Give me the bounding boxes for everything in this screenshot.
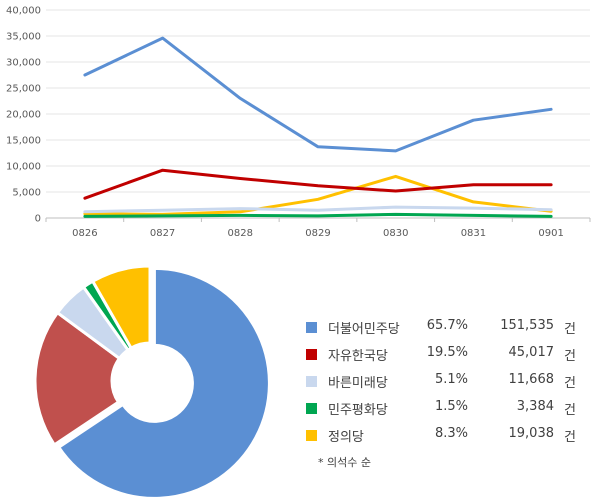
x-tick-label: 0827 — [150, 228, 175, 239]
pie-slice — [33, 311, 121, 447]
legend-party-name: 바른미래당 — [328, 376, 388, 391]
legend-swatch — [306, 430, 317, 441]
x-tick-label: 0830 — [383, 228, 408, 239]
y-tick-label: 0 — [35, 214, 41, 225]
legend-party-name: 민주평화당 — [328, 403, 388, 418]
series-line — [83, 212, 553, 218]
legend-swatch — [306, 349, 317, 360]
legend-unit: 건 — [564, 430, 576, 445]
legend-swatch — [306, 322, 317, 333]
legend-party-name: 정의당 — [328, 430, 364, 445]
legend-percent: 1.5% — [434, 399, 468, 414]
legend-row-1: 더불어민주당 65.7% 151,535 건 — [306, 314, 596, 341]
legend-row-5: 정의당 8.3% 19,038 건 — [306, 422, 596, 449]
legend-party-name: 더불어민주당 — [328, 322, 400, 337]
legend-row-2: 자유한국당 19.5% 45,017 건 — [306, 341, 596, 368]
legend-party-name: 자유한국당 — [328, 349, 388, 364]
pie-slice — [57, 266, 271, 499]
x-tick-label: 0826 — [72, 228, 97, 239]
series-line — [83, 168, 553, 200]
pie-slice — [91, 264, 152, 350]
legend-unit: 건 — [564, 322, 576, 337]
legend-swatch — [306, 403, 317, 414]
x-tick-label: 0901 — [538, 228, 563, 239]
legend-count: 19,038 — [508, 426, 555, 441]
y-tick-label: 10,000 — [6, 162, 41, 173]
legend-percent: 19.5% — [426, 345, 468, 360]
legend-count: 45,017 — [508, 345, 555, 360]
legend-count: 151,535 — [500, 318, 554, 333]
x-tick-label: 0828 — [228, 228, 253, 239]
legend-percent: 5.1% — [434, 372, 468, 387]
legend-row-4: 민주평화당 1.5% 3,384 건 — [306, 395, 596, 422]
legend-unit: 건 — [564, 403, 576, 418]
legend-row-3: 바른미래당 5.1% 11,668 건 — [306, 368, 596, 395]
legend-count: 11,668 — [508, 372, 555, 387]
legend-unit: 건 — [564, 376, 576, 391]
pie-legend: 더불어민주당 65.7% 151,535 건 자유한국당 19.5% 45,01… — [306, 314, 596, 449]
series-line — [83, 205, 553, 214]
series-line — [83, 36, 553, 153]
y-tick-label: 20,000 — [6, 110, 41, 121]
sort-note: * 의석수 순 — [318, 456, 371, 469]
legend-percent: 8.3% — [434, 426, 468, 441]
y-tick-label: 35,000 — [6, 32, 41, 43]
legend-unit: 건 — [564, 349, 576, 364]
x-tick-label: 0829 — [305, 228, 330, 239]
y-tick-label: 25,000 — [6, 84, 41, 95]
legend-percent: 65.7% — [426, 318, 468, 333]
y-tick-label: 40,000 — [6, 6, 41, 17]
y-tick-label: 15,000 — [6, 136, 41, 147]
x-tick-label: 0831 — [461, 228, 486, 239]
y-tick-label: 5,000 — [12, 188, 41, 199]
legend-count: 3,384 — [516, 399, 554, 414]
y-tick-label: 30,000 — [6, 58, 41, 69]
legend-swatch — [306, 376, 317, 387]
